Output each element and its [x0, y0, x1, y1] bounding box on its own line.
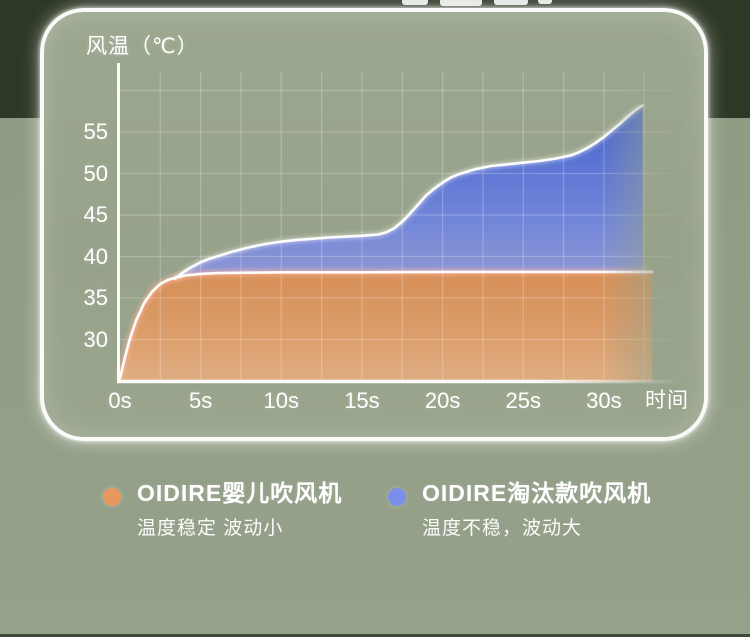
x-tick-label: 5s — [189, 388, 213, 413]
x-tick-label: 0s — [108, 388, 132, 413]
x-tick-label: 20s — [424, 388, 461, 413]
legend: OIDIRE婴儿吹风机 温度稳定 波动小 OIDIRE淘汰款吹风机 温度不稳，波… — [0, 478, 750, 548]
legend-item-baby-dryer: OIDIRE婴儿吹风机 温度稳定 波动小 — [103, 478, 342, 540]
legend-dot-orange-icon — [103, 488, 121, 506]
y-tick-label: 30 — [83, 326, 108, 352]
clipped-text-fragment — [494, 0, 528, 5]
x-tick-label: 25s — [505, 388, 541, 413]
legend-item-title: OIDIRE淘汰款吹风机 — [422, 480, 652, 506]
chart-gridlines — [118, 72, 686, 380]
y-tick-label: 35 — [83, 285, 108, 310]
x-axis-title: 时间 — [645, 389, 689, 412]
clipped-text-fragment — [402, 0, 428, 5]
series-old-dryer-area — [174, 105, 643, 279]
series-baby-dryer-line — [118, 270, 654, 380]
series-baby-dryer-area — [120, 271, 653, 382]
x-tick-label: 15s — [344, 388, 380, 413]
bottom-dark-edge — [0, 634, 750, 637]
clipped-text-fragment — [538, 0, 552, 4]
series-old-dryer-line — [173, 104, 644, 281]
y-tick-label: 40 — [83, 243, 108, 269]
legend-item-subtitle: 温度不稳，波动大 — [422, 518, 583, 539]
legend-item-subtitle: 温度稳定 波动小 — [137, 518, 284, 539]
y-tick-label: 55 — [83, 119, 108, 144]
y-axis-title: 风温（℃） — [86, 35, 199, 58]
clipped-text-fragment — [440, 0, 482, 6]
y-tick-label: 50 — [83, 160, 108, 186]
temperature-chart — [117, 63, 686, 384]
y-tick-label: 45 — [83, 202, 108, 227]
legend-item-old-dryer: OIDIRE淘汰款吹风机 温度不稳，波动大 — [388, 478, 651, 540]
legend-dot-blue-icon — [388, 488, 406, 506]
x-tick-label: 10s — [263, 388, 300, 413]
chart-lines — [118, 104, 654, 380]
x-tick-label: 30s — [586, 388, 622, 413]
legend-item-title: OIDIRE婴儿吹风机 — [137, 480, 343, 506]
